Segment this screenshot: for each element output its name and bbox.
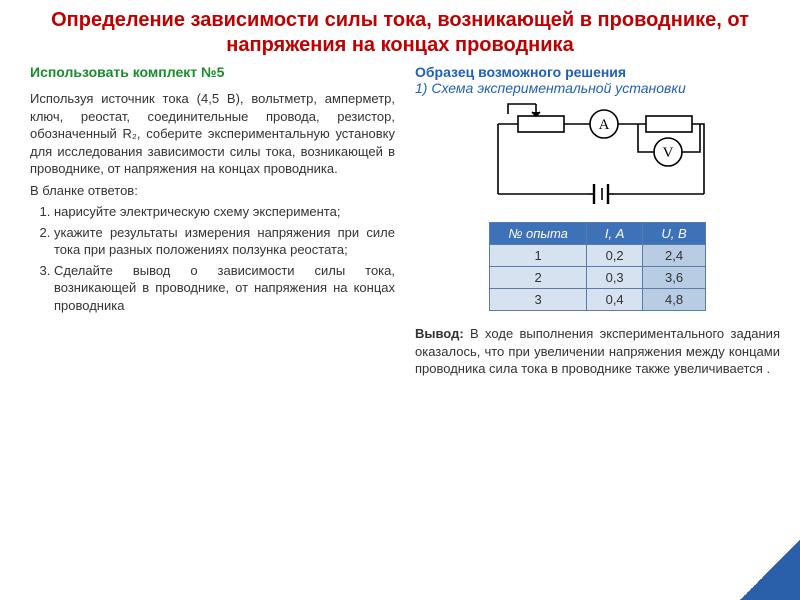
- list-item: Сделайте вывод о зависимости силы тока, …: [54, 262, 395, 315]
- list-item: укажите результаты измерения напряжения …: [54, 224, 395, 259]
- ammeter-label: A: [598, 117, 609, 133]
- table-row: 3 0,4 4,8: [490, 289, 705, 311]
- cell: 0,3: [586, 267, 643, 289]
- content-columns: Использовать комплект №5 Используя источ…: [0, 60, 800, 378]
- list-item: нарисуйте электрическую схему эксперимен…: [54, 203, 395, 221]
- task-paragraph-2: В бланке ответов:: [30, 182, 395, 200]
- data-table: № опыта I, А U, В 1 0,2 2,4 2 0,3 3,6 3 …: [489, 222, 705, 311]
- conclusion-text: В ходе выполнения экспериментального зад…: [415, 326, 780, 376]
- table-row: 1 0,2 2,4: [490, 245, 705, 267]
- cell: 4,8: [643, 289, 705, 311]
- cell: 2,4: [643, 245, 705, 267]
- cell: 3: [490, 289, 587, 311]
- conclusion-lead: Вывод:: [415, 326, 464, 341]
- cell: 0,2: [586, 245, 643, 267]
- solution-subtitle: Образец возможного решения: [415, 64, 780, 80]
- scheme-caption: 1) Схема экспериментальной установки: [415, 80, 780, 96]
- table-row: 2 0,3 3,6: [490, 267, 705, 289]
- cell: 3,6: [643, 267, 705, 289]
- circuit-diagram: A V: [478, 102, 718, 212]
- voltmeter-label: V: [662, 145, 673, 161]
- col-header: U, В: [643, 223, 705, 245]
- cell: 1: [490, 245, 587, 267]
- cell: 0,4: [586, 289, 643, 311]
- task-list: нарисуйте электрическую схему эксперимен…: [30, 203, 395, 314]
- cell: 2: [490, 267, 587, 289]
- kit-subtitle: Использовать комплект №5: [30, 64, 395, 80]
- col-header: № опыта: [490, 223, 587, 245]
- corner-decoration-icon: [740, 540, 800, 600]
- col-header: I, А: [586, 223, 643, 245]
- task-paragraph-1: Используя источник тока (4,5 В), вольтме…: [30, 90, 395, 178]
- right-column: Образец возможного решения 1) Схема эксп…: [415, 64, 780, 378]
- table-header-row: № опыта I, А U, В: [490, 223, 705, 245]
- conclusion-block: Вывод: В ходе выполнения экспериментальн…: [415, 325, 780, 378]
- page-title: Определение зависимости силы тока, возни…: [0, 0, 800, 60]
- left-column: Использовать комплект №5 Используя источ…: [30, 64, 395, 378]
